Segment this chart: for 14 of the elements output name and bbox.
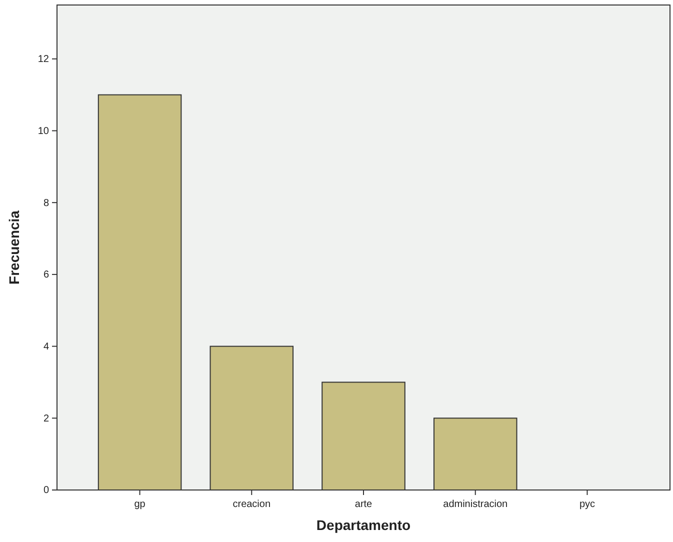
x-tick-label: arte <box>354 499 373 510</box>
y-tick-label: 0 <box>43 485 50 496</box>
y-tick-label: 8 <box>43 198 50 209</box>
x-tick-label: gp <box>134 499 146 510</box>
x-axis-title: Departamento <box>316 517 411 533</box>
y-tick-label: 4 <box>43 341 50 352</box>
x-tick-label: administracion <box>443 499 508 510</box>
y-axis-title: Frecuencia <box>6 210 22 284</box>
y-tick-label: 10 <box>38 126 50 137</box>
x-tick-label: creacion <box>232 499 271 510</box>
y-tick-label: 6 <box>43 270 50 281</box>
x-tick-label: pyc <box>579 499 596 510</box>
y-tick-label: 2 <box>43 413 50 424</box>
y-tick-label: 12 <box>38 54 50 66</box>
